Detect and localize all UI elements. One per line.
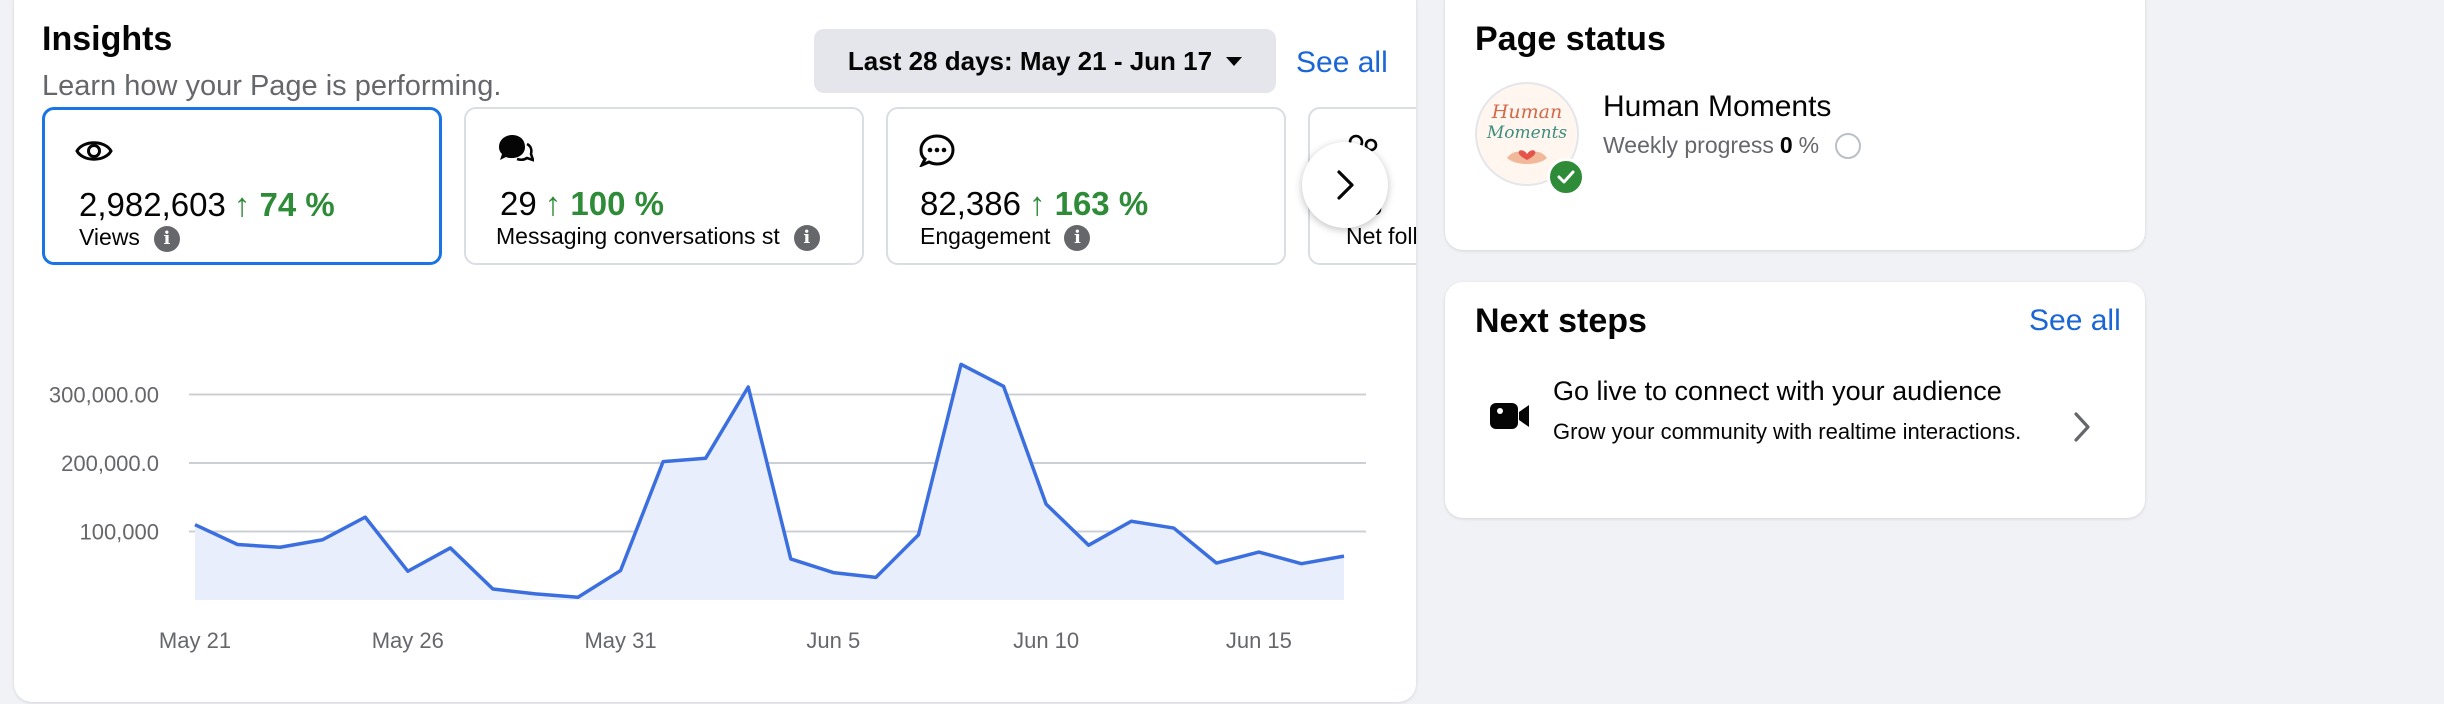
data-point[interactable] xyxy=(827,567,839,579)
data-point[interactable] xyxy=(487,583,499,595)
metric-change: ↑ 100 % xyxy=(544,185,664,222)
chevron-right-icon xyxy=(2074,412,2090,442)
data-point[interactable] xyxy=(359,511,371,523)
x-tick-label: May 31 xyxy=(584,628,656,653)
data-point[interactable] xyxy=(785,553,797,565)
page-status-title: Page status xyxy=(1475,20,1666,58)
x-tick-label: Jun 10 xyxy=(1013,628,1079,653)
chat-bubble-icon xyxy=(919,134,955,167)
insights-card: Insights Learn how your Page is performi… xyxy=(14,0,1416,702)
data-point[interactable] xyxy=(572,591,584,603)
data-point[interactable] xyxy=(615,565,627,577)
metric-value: 2,982,603 xyxy=(79,186,226,223)
eye-icon xyxy=(75,141,113,161)
x-tick-label: May 26 xyxy=(372,628,444,653)
metric-tile-messaging[interactable]: 29 ↑ 100 % Messaging conversations st i xyxy=(464,107,864,265)
data-point[interactable] xyxy=(700,452,712,464)
data-point[interactable] xyxy=(1083,539,1095,551)
data-point[interactable] xyxy=(998,380,1010,392)
page-name[interactable]: Human Moments xyxy=(1603,90,1832,123)
views-chart: 100,000 200,000.0 300,000.00 May 21 May 26 Ma… xyxy=(49,358,1366,653)
insights-title: Insights xyxy=(42,20,173,58)
metrics-next-button[interactable] xyxy=(1302,142,1388,228)
messaging-icon xyxy=(499,135,534,162)
y-tick-label: 200,000.0 xyxy=(61,451,159,476)
step-title: Go live to connect with your audience xyxy=(1553,376,2002,406)
progress-unit: % xyxy=(1798,132,1820,158)
data-point[interactable] xyxy=(1338,550,1350,562)
views-area xyxy=(195,364,1344,600)
data-point[interactable] xyxy=(232,539,244,551)
x-tick-label: Jun 5 xyxy=(806,628,860,653)
data-point[interactable] xyxy=(912,529,924,541)
metric-change: ↑ 163 % xyxy=(1028,185,1149,222)
data-point[interactable] xyxy=(1210,557,1222,569)
data-point[interactable] xyxy=(1040,498,1052,510)
next-steps-title: Next steps xyxy=(1475,302,1647,340)
verified-check-icon xyxy=(1547,158,1585,196)
y-tick-label: 300,000.00 xyxy=(49,383,159,408)
data-point[interactable] xyxy=(444,542,456,554)
insights-subtitle: Learn how your Page is performing. xyxy=(42,70,502,102)
chevron-right-icon xyxy=(1337,170,1354,200)
metric-label: Views xyxy=(79,224,140,250)
weekly-progress: Weekly progress 0 % xyxy=(1603,132,1862,159)
data-point[interactable] xyxy=(529,588,541,600)
progress-label: Weekly progress xyxy=(1603,132,1774,158)
svg-text:Human: Human xyxy=(1491,101,1562,123)
metric-value: 82,386 xyxy=(920,185,1021,222)
info-icon[interactable]: i xyxy=(1064,224,1091,251)
metric-tile-engagement[interactable]: 82,386 ↑ 163 % Engagement i xyxy=(886,107,1286,265)
y-tick-label: 100,000 xyxy=(79,520,159,545)
data-point[interactable] xyxy=(274,541,286,553)
progress-ring-icon xyxy=(1835,132,1862,159)
x-tick-label: Jun 15 xyxy=(1226,628,1292,653)
data-point[interactable] xyxy=(1253,546,1265,558)
step-description: Grow your community with realtime intera… xyxy=(1553,419,2022,444)
data-point[interactable] xyxy=(1295,558,1307,570)
video-camera-icon xyxy=(1490,403,1529,429)
metric-label: Engagement xyxy=(920,223,1051,249)
svg-text:Moments: Moments xyxy=(1486,123,1568,143)
progress-value: 0 xyxy=(1779,132,1793,158)
metric-value: 29 xyxy=(500,185,537,222)
data-point[interactable] xyxy=(189,519,201,531)
metric-label: Messaging conversations st xyxy=(496,223,780,249)
metric-label: Net foll xyxy=(1346,223,1416,249)
insights-see-all-link[interactable]: See all xyxy=(1296,46,1388,79)
caret-down-icon xyxy=(1226,56,1243,66)
metric-tile-views[interactable]: 2,982,603 ↑ 74 % Views i xyxy=(42,107,442,265)
date-range-dropdown[interactable]: Last 28 days: May 21 - Jun 17 xyxy=(814,29,1276,93)
date-range-label: Last 28 days: May 21 - Jun 17 xyxy=(847,45,1213,76)
data-point[interactable] xyxy=(1125,515,1137,527)
human-moments-logo: Human Moments xyxy=(1486,101,1568,164)
data-point[interactable] xyxy=(742,381,754,393)
metric-change: ↑ 74 % xyxy=(233,186,335,223)
views-line xyxy=(194,362,1345,600)
info-icon[interactable]: i xyxy=(793,224,820,251)
data-point[interactable] xyxy=(870,571,882,583)
data-point[interactable] xyxy=(402,565,414,577)
data-point[interactable] xyxy=(955,358,967,370)
next-step-go-live[interactable]: Go live to connect with your audience Gr… xyxy=(1445,372,2145,482)
info-icon[interactable]: i xyxy=(153,225,180,252)
next-steps-card: Next steps See all Go live to connect wi… xyxy=(1445,282,2145,518)
next-steps-see-all-link[interactable]: See all xyxy=(2029,304,2121,337)
data-point[interactable] xyxy=(317,534,329,546)
x-tick-label: May 21 xyxy=(159,628,231,653)
data-point[interactable] xyxy=(1168,522,1180,534)
page-status-card: Page status Human Moments Human Moments … xyxy=(1445,0,2145,250)
data-point[interactable] xyxy=(657,456,669,468)
